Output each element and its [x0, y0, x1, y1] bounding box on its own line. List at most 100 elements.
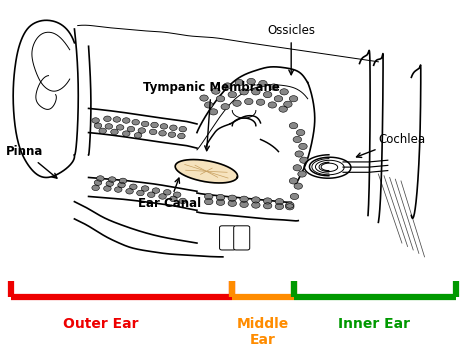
- Circle shape: [289, 122, 298, 129]
- Circle shape: [211, 88, 220, 94]
- Circle shape: [228, 195, 237, 201]
- Circle shape: [134, 132, 142, 138]
- Circle shape: [92, 185, 100, 191]
- Circle shape: [104, 116, 111, 121]
- Circle shape: [178, 133, 185, 139]
- Circle shape: [109, 177, 116, 182]
- Circle shape: [299, 143, 307, 149]
- Circle shape: [119, 178, 127, 184]
- FancyBboxPatch shape: [219, 226, 236, 250]
- Circle shape: [97, 176, 104, 181]
- Circle shape: [118, 182, 125, 188]
- Circle shape: [240, 89, 248, 95]
- Circle shape: [216, 195, 225, 201]
- Circle shape: [295, 151, 303, 157]
- Circle shape: [209, 109, 218, 115]
- Circle shape: [129, 184, 137, 190]
- Circle shape: [296, 130, 305, 136]
- Circle shape: [223, 83, 232, 89]
- Circle shape: [127, 126, 135, 132]
- Circle shape: [300, 157, 308, 163]
- Circle shape: [126, 189, 133, 194]
- Circle shape: [233, 100, 241, 106]
- Circle shape: [152, 188, 160, 193]
- Circle shape: [275, 198, 283, 205]
- Circle shape: [264, 92, 272, 98]
- Circle shape: [252, 197, 260, 203]
- Text: Cochlea: Cochlea: [356, 133, 426, 157]
- Circle shape: [204, 193, 213, 200]
- Circle shape: [170, 125, 177, 131]
- Circle shape: [283, 101, 292, 107]
- Circle shape: [270, 84, 278, 90]
- Circle shape: [256, 99, 265, 105]
- Circle shape: [274, 95, 283, 102]
- Circle shape: [280, 89, 288, 95]
- Circle shape: [264, 203, 272, 209]
- Circle shape: [204, 198, 213, 205]
- Circle shape: [294, 183, 302, 189]
- Circle shape: [289, 178, 298, 184]
- Circle shape: [117, 125, 124, 130]
- Circle shape: [164, 190, 171, 195]
- Circle shape: [216, 199, 225, 206]
- Circle shape: [151, 122, 158, 128]
- Circle shape: [285, 204, 294, 210]
- Circle shape: [94, 180, 102, 185]
- Text: Ear Canal: Ear Canal: [138, 178, 201, 210]
- Circle shape: [141, 121, 149, 127]
- Polygon shape: [175, 159, 237, 183]
- FancyBboxPatch shape: [234, 226, 250, 250]
- Circle shape: [279, 106, 287, 112]
- Circle shape: [173, 192, 181, 197]
- Circle shape: [105, 124, 113, 129]
- Circle shape: [240, 201, 248, 208]
- Circle shape: [200, 95, 208, 101]
- Circle shape: [132, 120, 139, 125]
- Circle shape: [245, 98, 253, 105]
- Circle shape: [147, 192, 155, 197]
- Circle shape: [104, 186, 111, 191]
- Circle shape: [252, 89, 260, 95]
- Circle shape: [106, 181, 114, 186]
- Circle shape: [252, 202, 260, 208]
- Circle shape: [160, 124, 168, 129]
- Circle shape: [240, 196, 248, 202]
- Circle shape: [141, 186, 149, 191]
- Circle shape: [111, 129, 118, 135]
- Circle shape: [290, 193, 299, 200]
- Text: Middle
Ear: Middle Ear: [237, 317, 289, 348]
- Text: Ossicles: Ossicles: [267, 24, 315, 75]
- Circle shape: [92, 118, 100, 123]
- Circle shape: [285, 202, 294, 208]
- Circle shape: [94, 123, 102, 129]
- Circle shape: [179, 126, 187, 132]
- Circle shape: [228, 92, 237, 98]
- Circle shape: [137, 190, 144, 196]
- Circle shape: [247, 78, 255, 84]
- Circle shape: [99, 128, 107, 133]
- Circle shape: [159, 194, 166, 199]
- Circle shape: [149, 129, 157, 135]
- Circle shape: [221, 104, 229, 110]
- Circle shape: [293, 165, 301, 171]
- Circle shape: [289, 95, 298, 102]
- Circle shape: [170, 196, 177, 202]
- Circle shape: [259, 81, 267, 87]
- Text: Pinna: Pinna: [6, 145, 57, 178]
- Circle shape: [268, 102, 277, 108]
- Text: Outer Ear: Outer Ear: [63, 317, 138, 331]
- Circle shape: [115, 187, 122, 192]
- Circle shape: [113, 117, 120, 122]
- Text: Tympanic Membrane: Tympanic Membrane: [143, 81, 280, 151]
- Circle shape: [179, 198, 187, 204]
- Circle shape: [122, 118, 130, 123]
- Circle shape: [228, 200, 237, 207]
- Circle shape: [298, 171, 306, 177]
- Circle shape: [235, 80, 244, 86]
- Circle shape: [204, 102, 213, 108]
- Circle shape: [293, 136, 301, 143]
- Circle shape: [168, 132, 176, 137]
- Circle shape: [138, 128, 146, 133]
- Circle shape: [275, 203, 283, 209]
